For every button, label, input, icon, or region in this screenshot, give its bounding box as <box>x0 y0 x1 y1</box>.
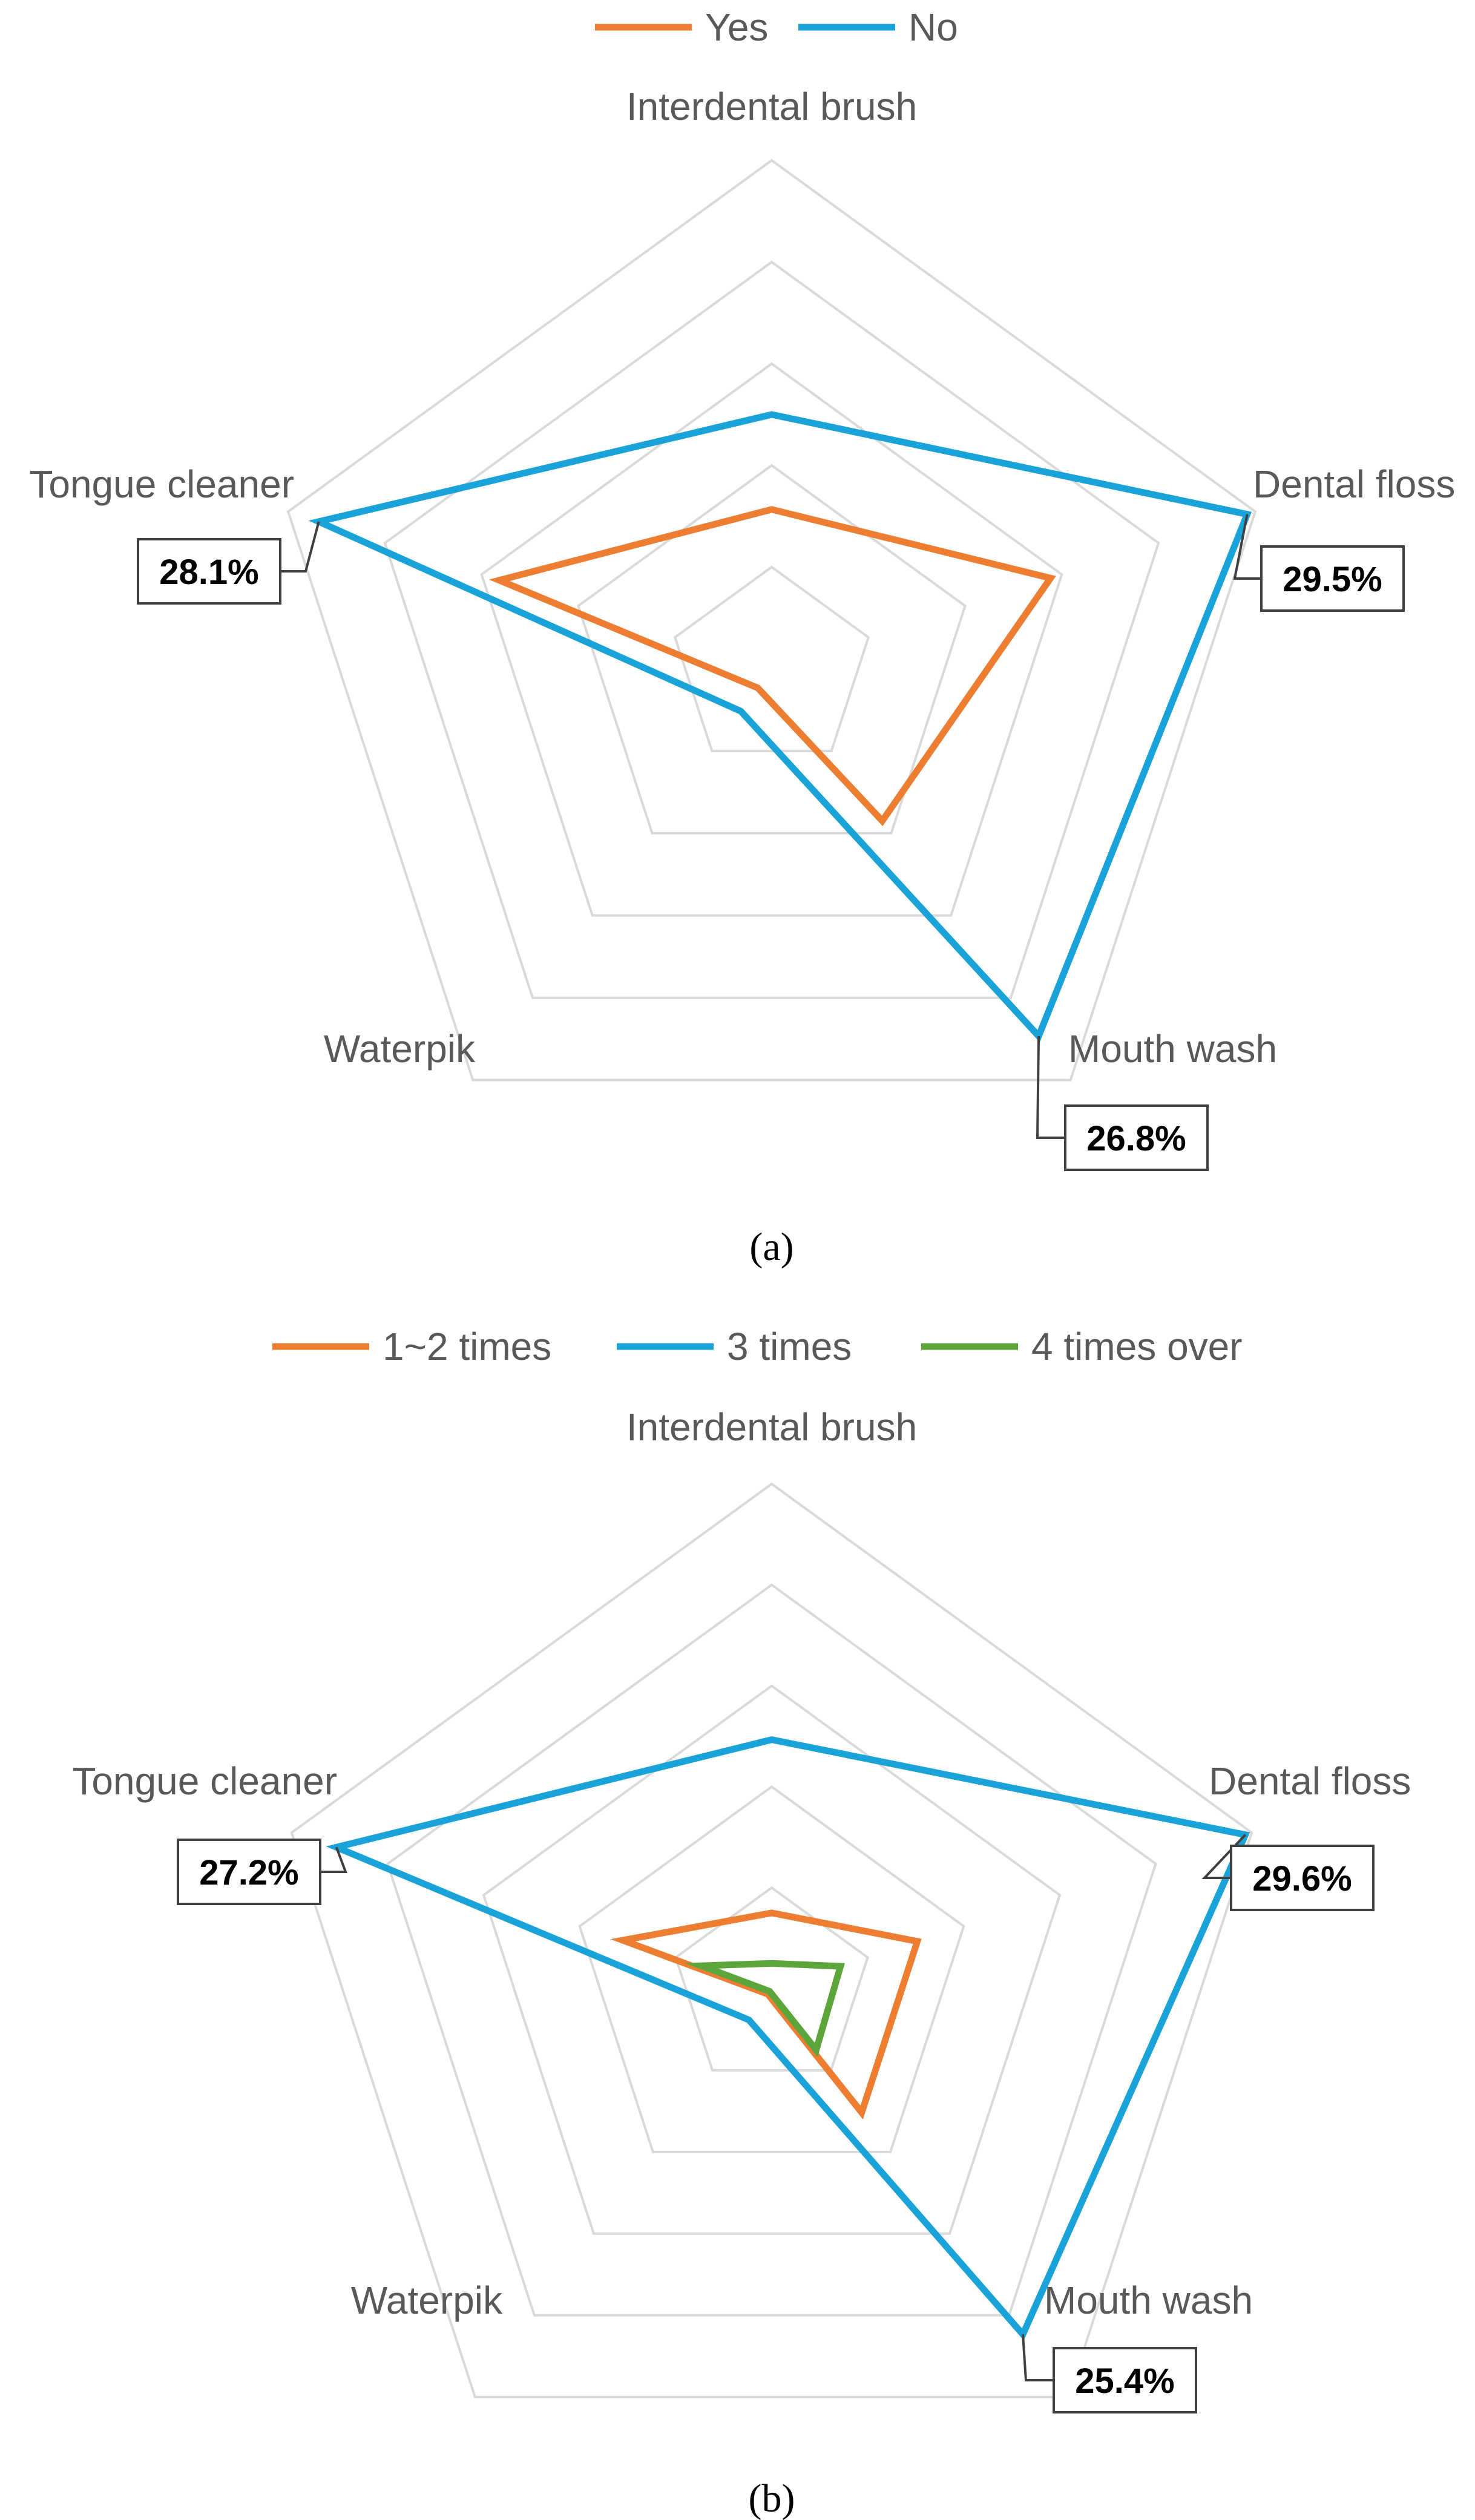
legend-label-3-times: 3 times <box>727 1325 852 1368</box>
radar-grid-ring <box>286 159 1257 1081</box>
legend-label-no: No <box>908 5 958 49</box>
axis-label-dental-floss: Dental floss <box>1253 462 1455 506</box>
series-line-yes <box>488 506 1056 827</box>
legend-label-4-times-over: 4 times over <box>1031 1325 1243 1368</box>
axis-label-dental-floss: Dental floss <box>1209 1759 1411 1803</box>
callout-mouth-wash: 26.8% <box>1036 1036 1209 1171</box>
legend: Yes No <box>595 5 958 49</box>
radar-grid-ring <box>674 1886 869 2072</box>
callout-leader-line <box>320 1846 347 1873</box>
radar-chart-b: Interdental brush Dental floss Mouth wash W… <box>72 1325 1411 2520</box>
radar-grid-ring <box>577 464 967 835</box>
callout-box <box>1260 545 1405 612</box>
series-line-4-times-over <box>684 1960 845 2057</box>
callout-mouth-wash: 25.4% <box>1022 2334 1197 2413</box>
axis-label-mouth-wash: Mouth wash <box>1044 2279 1253 2322</box>
radar-grid-ring <box>290 1482 1253 2398</box>
axis-label-tongue-cleaner: Tongue cleaner <box>72 1759 337 1803</box>
radar-grid-ring <box>386 1583 1157 2317</box>
series-line-1-2-times <box>610 1909 922 2120</box>
callout-label: 28.1% <box>159 553 258 592</box>
radar-gridlines <box>286 159 1257 1081</box>
callout-label: 29.6% <box>1252 1859 1352 1898</box>
radar-grid-ring <box>578 1785 965 2153</box>
callout-box <box>1064 1104 1209 1171</box>
callout-dental-floss: 29.6% <box>1201 1834 1375 1911</box>
callout-leader-line <box>1022 2334 1054 2381</box>
callout-box <box>137 538 281 605</box>
radar-gridlines <box>290 1482 1253 2398</box>
callout-dental-floss: 29.5% <box>1233 514 1405 612</box>
radar-grid-ring <box>383 260 1160 999</box>
legend-label-1-2-times: 1~2 times <box>383 1325 551 1368</box>
callout-tongue-cleaner: 27.2% <box>177 1839 347 1905</box>
axis-label-tongue-cleaner: Tongue cleaner <box>29 462 294 506</box>
callout-box <box>1230 1845 1375 1911</box>
callout-tongue-cleaner: 28.1% <box>137 521 320 605</box>
axis-label-waterpik: Waterpik <box>324 1027 476 1071</box>
radar-chart-a: Interdental brush Dental floss Mouth wash W… <box>29 5 1455 1269</box>
axis-label-mouth-wash: Mouth wash <box>1068 1027 1277 1071</box>
radar-grid-ring <box>480 362 1063 917</box>
series-line-no <box>308 411 1252 1043</box>
callout-leader-line <box>1233 514 1261 580</box>
series-line-3-times <box>326 1736 1250 2341</box>
callout-leader-line <box>280 521 320 573</box>
legend-label-yes: Yes <box>705 5 768 49</box>
callout-label: 25.4% <box>1075 2361 1174 2401</box>
callout-box <box>177 1839 321 1905</box>
axis-label-waterpik: Waterpik <box>351 2279 503 2322</box>
axis-label-interdental-brush: Interdental brush <box>626 1405 917 1449</box>
radar-grid-ring <box>673 565 870 752</box>
callout-label: 29.5% <box>1283 560 1382 599</box>
callout-label: 27.2% <box>199 1853 298 1892</box>
figure-caption: (a) <box>749 1225 793 1269</box>
callout-leader-line <box>1036 1036 1065 1139</box>
figure-caption: (b) <box>749 2476 795 2520</box>
radar-grid-ring <box>482 1684 1062 2235</box>
axis-label-interdental-brush: Interdental brush <box>626 85 917 128</box>
callout-box <box>1053 2347 1197 2413</box>
legend: 1~2 times 3 times 4 times over <box>272 1325 1243 1368</box>
callout-label: 26.8% <box>1086 1119 1186 1158</box>
